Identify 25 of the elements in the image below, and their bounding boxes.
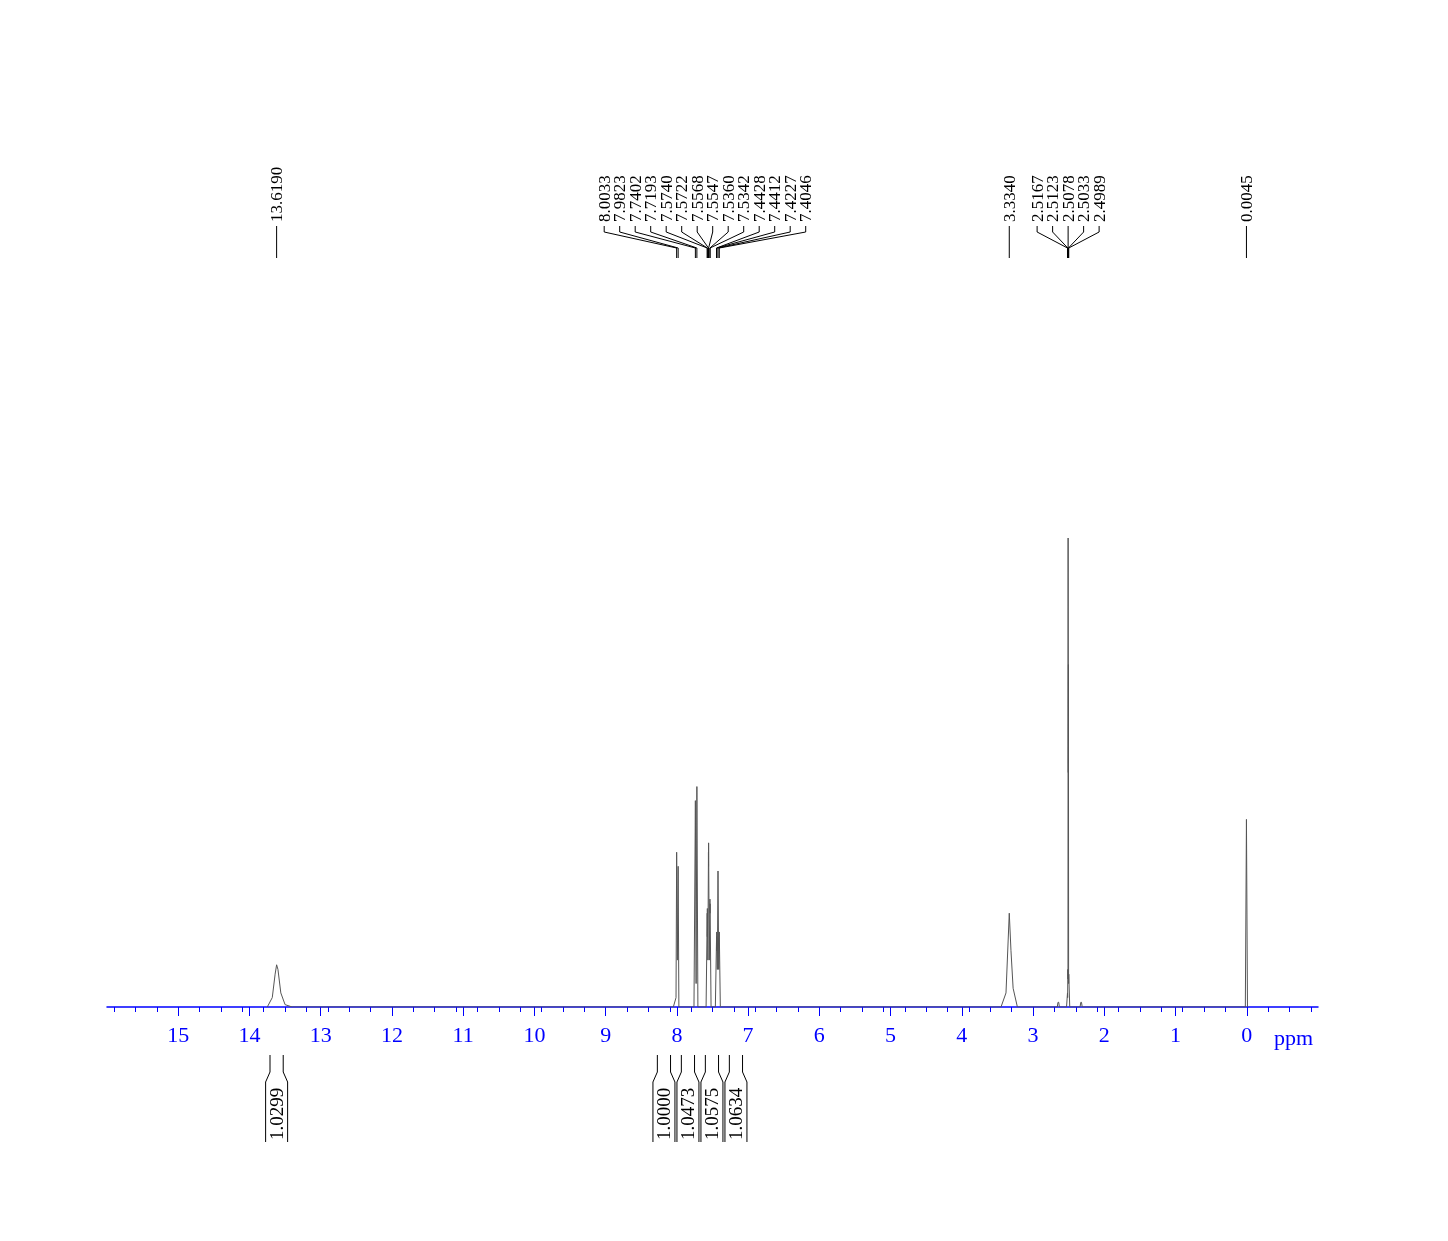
text: 13.6190	[267, 166, 287, 222]
x-tick-label: 15	[167, 1021, 190, 1047]
x-tick-label: 0	[1241, 1021, 1253, 1047]
x-axis-title: ppm	[1274, 1024, 1314, 1050]
text: 1.0299	[266, 1087, 288, 1140]
text: 0.0045	[1236, 175, 1256, 222]
x-tick-label: 8	[671, 1021, 683, 1047]
text: 1.0575	[701, 1087, 723, 1140]
x-tick-label: 14	[238, 1021, 261, 1047]
x-tick-label: 10	[523, 1021, 546, 1047]
text: 1.0634	[725, 1087, 747, 1140]
x-tick-label: 7	[742, 1021, 754, 1047]
x-tick-label: 5	[885, 1021, 897, 1047]
x-tick-label: 11	[452, 1021, 474, 1047]
x-tick-label: 12	[380, 1021, 403, 1047]
x-tick-label: 2	[1098, 1021, 1110, 1047]
x-tick-label: 6	[813, 1021, 825, 1047]
x-tick-label: 4	[956, 1021, 968, 1047]
text: 3.3340	[999, 175, 1019, 222]
text: 1.0000	[653, 1087, 675, 1140]
x-tick-label: 9	[600, 1021, 612, 1047]
x-tick-label: 3	[1027, 1021, 1039, 1047]
x-tick-label: 1	[1170, 1021, 1182, 1047]
text: 1.0473	[677, 1087, 699, 1140]
x-tick-label: 13	[309, 1021, 332, 1047]
